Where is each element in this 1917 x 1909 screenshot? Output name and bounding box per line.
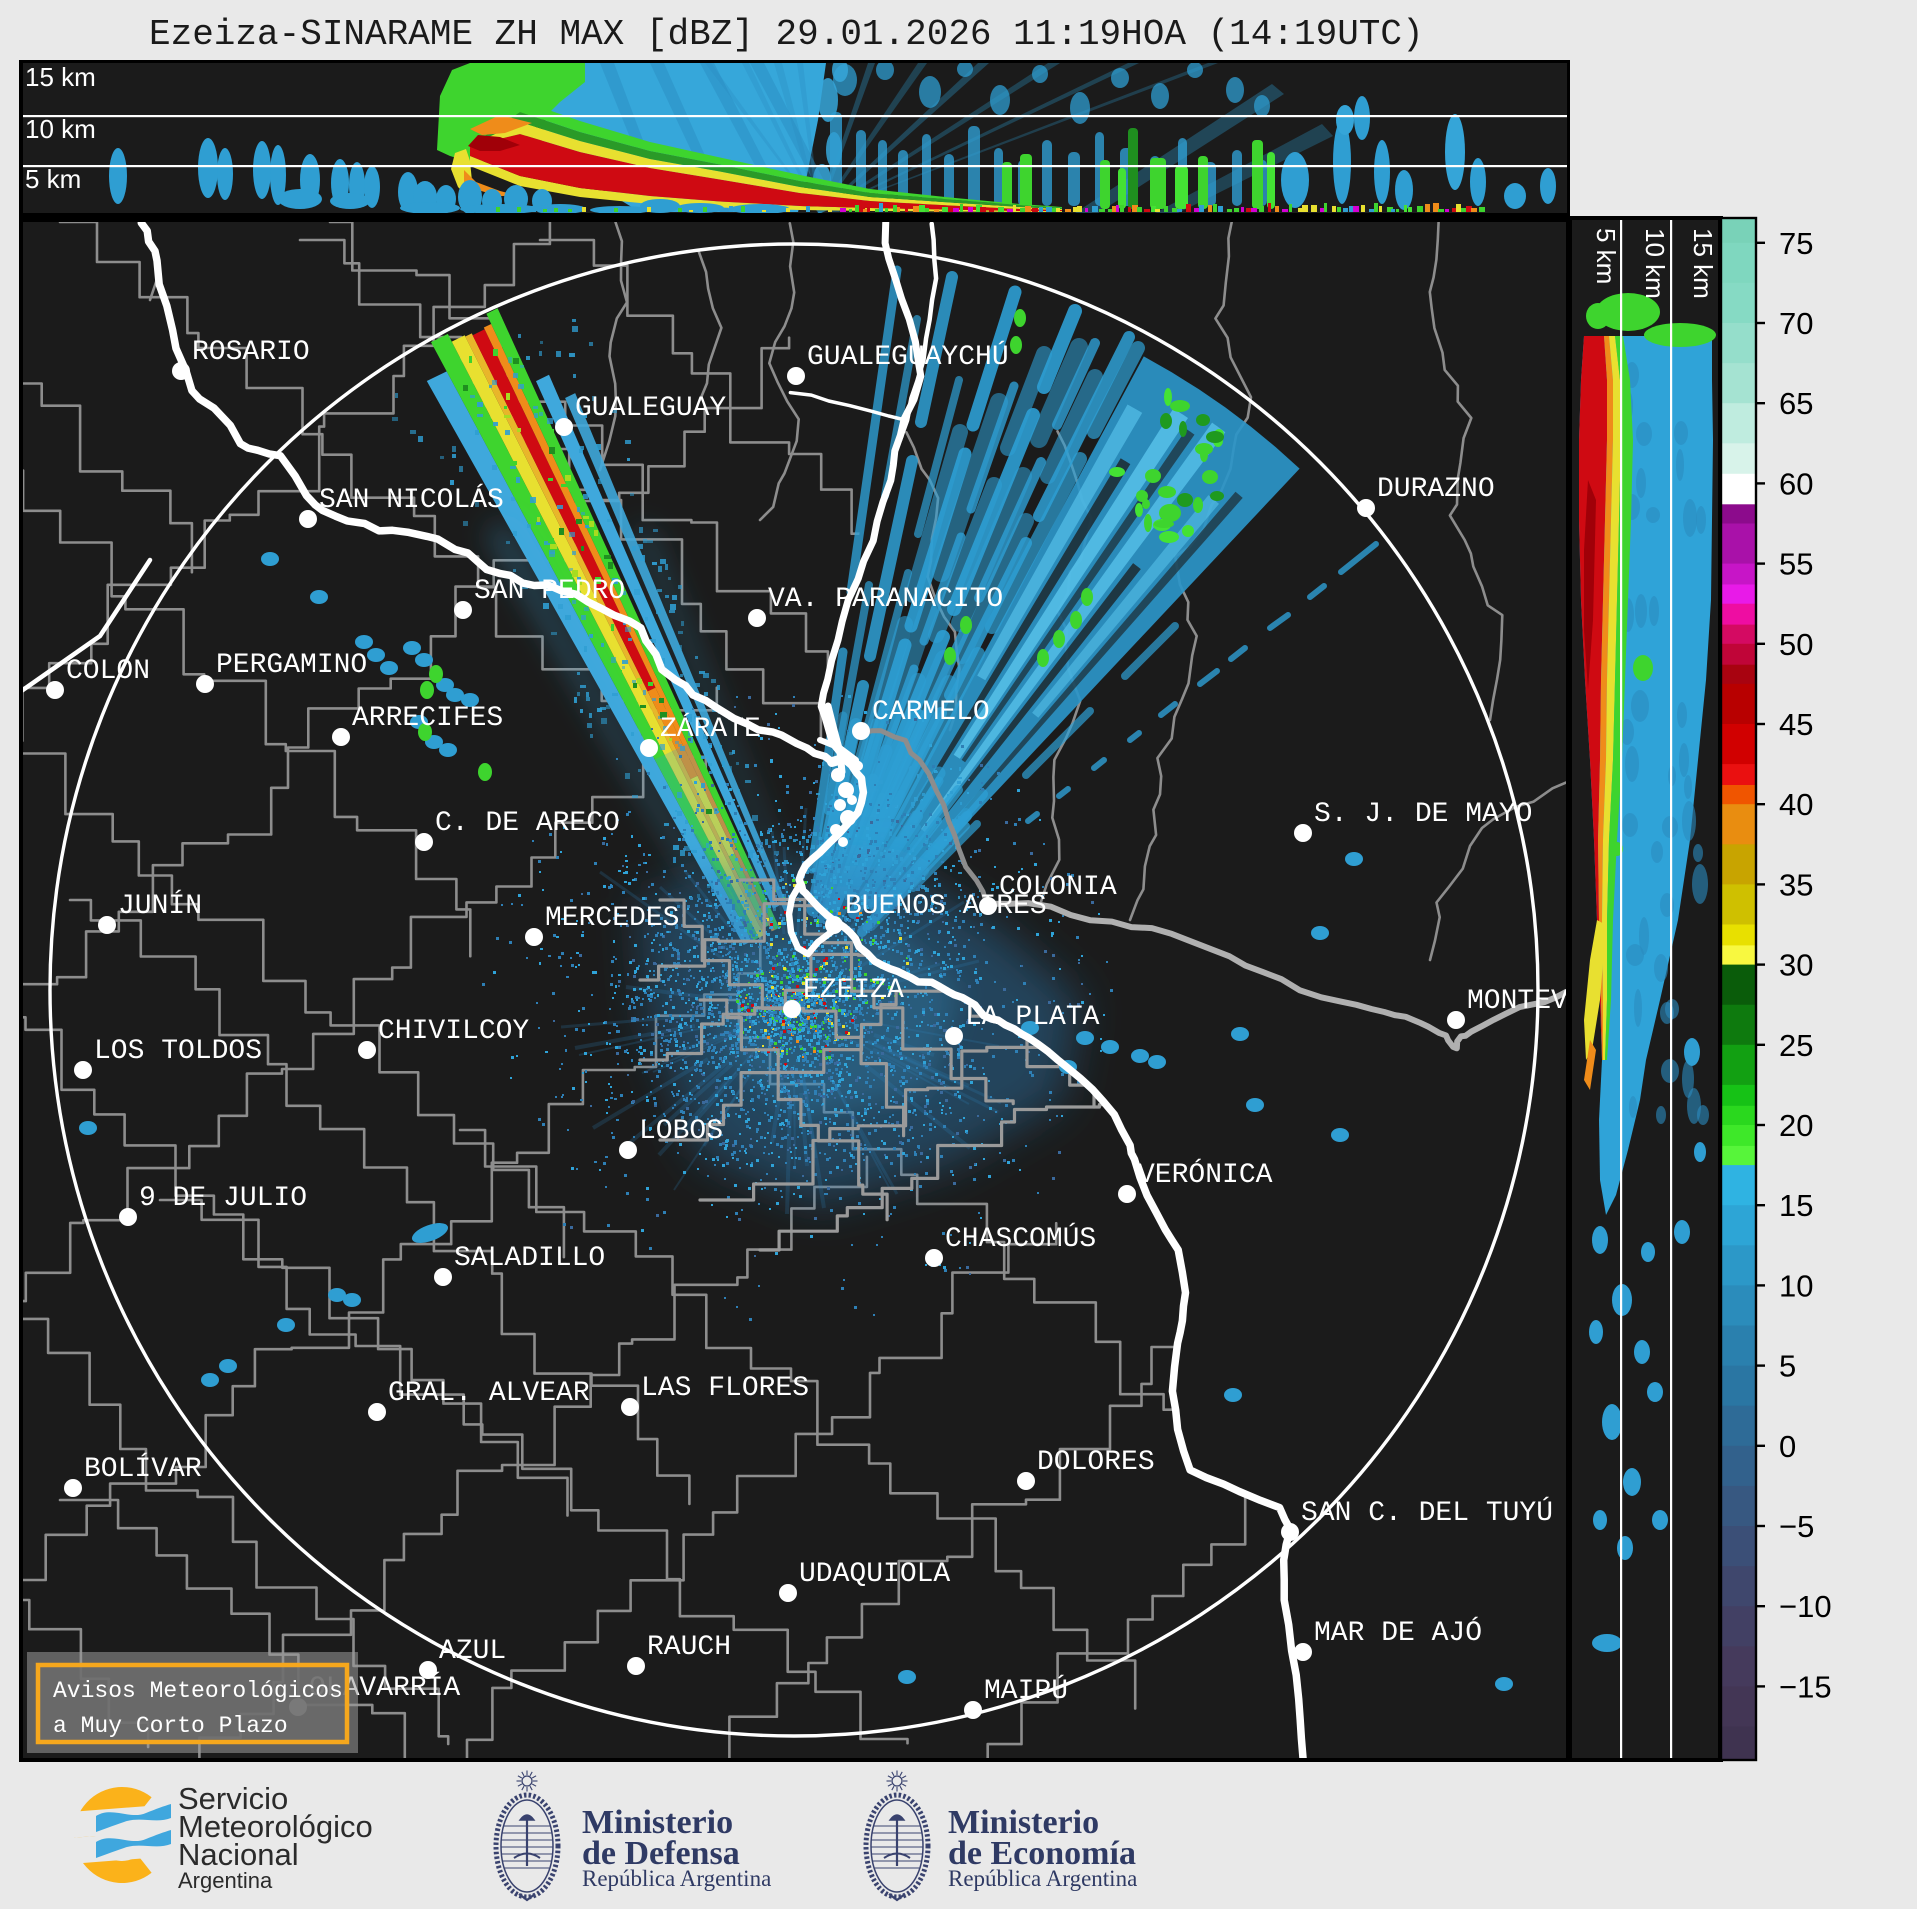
svg-text:ARRECIFES: ARRECIFES: [352, 703, 503, 734]
svg-text:COLONIA: COLONIA: [999, 872, 1117, 903]
svg-text:9 DE JULIO: 9 DE JULIO: [139, 1183, 307, 1214]
svg-text:BUENOS AIRES: BUENOS AIRES: [845, 891, 1047, 922]
svg-text:LA PLATA: LA PLATA: [965, 1002, 1100, 1033]
svg-text:VERÓNICA: VERÓNICA: [1138, 1158, 1273, 1191]
svg-text:10 km: 10 km: [25, 114, 96, 144]
svg-text:JUNÍN: JUNÍN: [118, 890, 202, 922]
svg-text:MONTEVIDEO: MONTEVIDEO: [1467, 986, 1635, 1017]
svg-text:BOLÍVAR: BOLÍVAR: [84, 1453, 202, 1485]
svg-text:SAN NICOLÁS: SAN NICOLÁS: [319, 484, 504, 516]
svg-text:CARMELO: CARMELO: [872, 697, 990, 728]
svg-text:ROSARIO: ROSARIO: [192, 337, 310, 368]
svg-text:MERCEDES: MERCEDES: [545, 903, 679, 934]
svg-text:ZÁRATE: ZÁRATE: [660, 713, 761, 745]
svg-text:SAN PEDRO: SAN PEDRO: [474, 576, 625, 607]
svg-text:GRAL. ALVEAR: GRAL. ALVEAR: [388, 1378, 590, 1409]
svg-text:5 km: 5 km: [25, 164, 81, 194]
svg-text:DOLORES: DOLORES: [1037, 1447, 1155, 1478]
svg-text:AZUL: AZUL: [439, 1636, 506, 1667]
svg-text:S. J. DE MAYO: S. J. DE MAYO: [1314, 799, 1532, 830]
svg-text:VA. PARANACITO: VA. PARANACITO: [768, 584, 1003, 615]
svg-text:LOBOS: LOBOS: [639, 1116, 723, 1147]
svg-text:CHASCOMÚS: CHASCOMÚS: [945, 1222, 1096, 1255]
svg-text:Ezeiza-SINARAME ZH MAX [dBZ] 2: Ezeiza-SINARAME ZH MAX [dBZ] 29.01.2026 …: [149, 14, 1424, 55]
svg-text:CHIVILCOY: CHIVILCOY: [378, 1016, 529, 1047]
svg-text:GUALEGUAY: GUALEGUAY: [575, 393, 726, 424]
svg-text:SALADILLO: SALADILLO: [454, 1243, 605, 1274]
svg-text:SAN C. DEL TUYÚ: SAN C. DEL TUYÚ: [1301, 1496, 1553, 1529]
svg-text:C. DE ARECO: C. DE ARECO: [435, 808, 620, 839]
svg-text:COLON: COLON: [66, 656, 150, 687]
svg-text:GUALEGUAYCHÚ: GUALEGUAYCHÚ: [807, 340, 1009, 373]
svg-text:DURAZNO: DURAZNO: [1377, 474, 1495, 505]
svg-text:MAR DE AJÓ: MAR DE AJÓ: [1314, 1616, 1482, 1649]
svg-text:15 km: 15 km: [25, 62, 96, 92]
svg-text:UDAQUIOLA: UDAQUIOLA: [799, 1559, 950, 1590]
svg-text:LOS TOLDOS: LOS TOLDOS: [94, 1036, 262, 1067]
svg-text:LAS FLORES: LAS FLORES: [641, 1373, 809, 1404]
svg-text:EZEIZA: EZEIZA: [803, 975, 904, 1006]
svg-text:PERGAMINO: PERGAMINO: [216, 650, 367, 681]
